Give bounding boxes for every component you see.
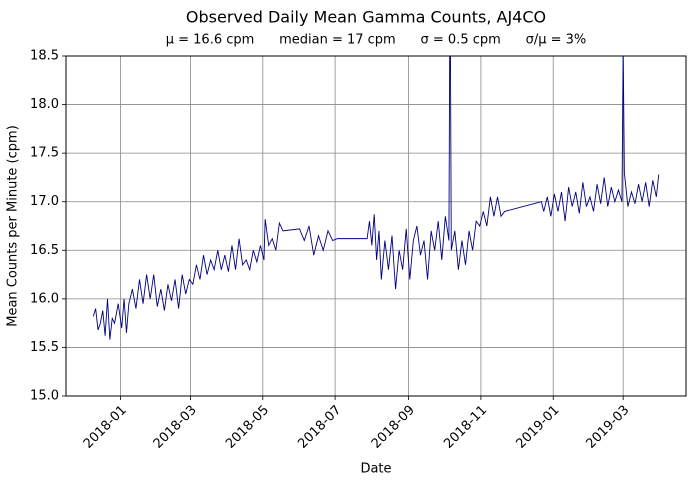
x-axis-label: Date bbox=[360, 462, 391, 477]
x-tick-label: 2018-01 bbox=[81, 403, 130, 452]
y-tick-label: 18.0 bbox=[30, 97, 59, 112]
y-axis-label: Mean Counts per Minute (cpm) bbox=[6, 125, 21, 327]
y-tick-label: 17.5 bbox=[30, 146, 59, 161]
data-line bbox=[92, 56, 660, 340]
y-tick-label: 17.0 bbox=[30, 194, 59, 209]
plot-frame bbox=[65, 55, 687, 397]
x-tick-label: 2018-09 bbox=[369, 403, 418, 452]
y-tick-label: 18.5 bbox=[30, 49, 59, 64]
x-tick-label: 2018-05 bbox=[223, 403, 272, 452]
y-tick-label: 16.0 bbox=[30, 291, 59, 306]
x-tick-label: 2018-07 bbox=[295, 403, 344, 452]
chart-title: Observed Daily Mean Gamma Counts, AJ4CO bbox=[186, 8, 546, 27]
x-tick-label: 2018-03 bbox=[151, 403, 200, 452]
y-tick-label: 15.5 bbox=[30, 340, 59, 355]
x-tick-label: 2018-11 bbox=[441, 403, 490, 452]
y-tick-label: 16.5 bbox=[30, 243, 59, 258]
x-tick-label: 2019-03 bbox=[583, 403, 632, 452]
x-tick-label: 2019-01 bbox=[514, 403, 563, 452]
y-tick-label: 15.0 bbox=[30, 389, 59, 404]
chart-subtitle: μ = 16.6 cpm median = 17 cpm σ = 0.5 cpm… bbox=[166, 33, 587, 48]
